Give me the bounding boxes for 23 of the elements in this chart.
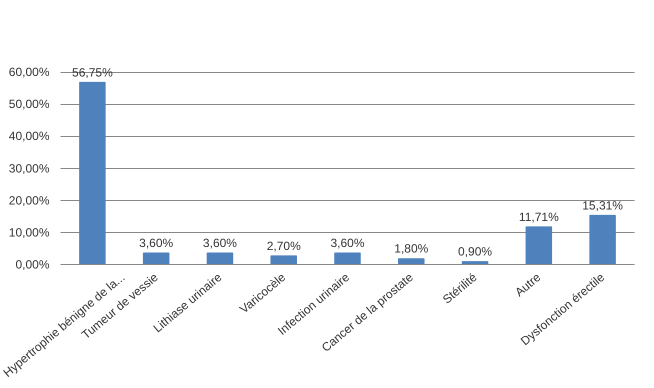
y-tick-label: 30,00%: [8, 161, 50, 176]
bar: [334, 252, 361, 264]
data-label: 0,90%: [458, 244, 492, 259]
data-label: 2,70%: [266, 238, 302, 253]
bar: [526, 226, 552, 264]
bar: [79, 82, 106, 264]
bar: [589, 214, 616, 264]
data-label: 3,60%: [139, 236, 174, 250]
data-label: 3,60%: [330, 236, 365, 250]
data-label: 1,80%: [394, 242, 429, 256]
bar: [270, 255, 297, 264]
y-tick-label: 50,00%: [8, 97, 50, 112]
data-label: 11,71%: [518, 210, 560, 224]
data-label: 15,31%: [582, 198, 624, 212]
bar: [398, 258, 425, 264]
bar: [142, 252, 170, 264]
data-label: 3,60%: [202, 236, 238, 250]
y-tick-label: 20,00%: [8, 193, 50, 208]
y-tick-label: 10,00%: [8, 225, 50, 240]
y-tick-label: 40,00%: [8, 129, 50, 144]
bar: [206, 252, 234, 264]
y-tick-label: 60,00%: [8, 65, 50, 79]
y-tick-label: 0,00%: [15, 258, 50, 272]
